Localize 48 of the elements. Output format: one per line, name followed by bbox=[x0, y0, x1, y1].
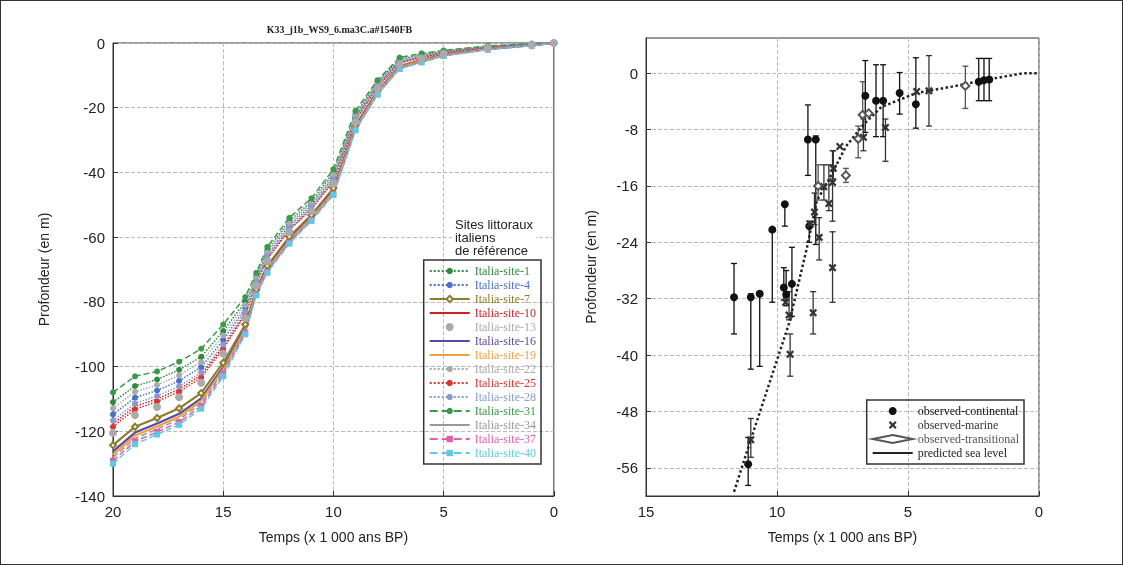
x-tick-label: 0 bbox=[549, 503, 558, 520]
y-axis-title: Profondeur (en m) bbox=[36, 212, 52, 327]
legend-label: observed-transitional bbox=[917, 432, 1020, 446]
y-tick-label: -140 bbox=[74, 487, 105, 505]
legend-label: Italia-site-7 bbox=[474, 292, 531, 306]
y-tick-label: -48 bbox=[616, 402, 638, 420]
y-tick-label: -120 bbox=[74, 422, 105, 440]
legend-label: Italia-site-10 bbox=[474, 306, 537, 320]
x-tick-label: 20 bbox=[104, 503, 122, 520]
y-axis-title: Profondeur (en m) bbox=[583, 210, 599, 324]
legend-label: Italia-site-37 bbox=[474, 432, 537, 446]
legend-label: Italia-site-16 bbox=[474, 334, 537, 348]
y-tick-label: -40 bbox=[83, 163, 105, 181]
legend-title: Sites littoraux italiens de référence bbox=[454, 217, 534, 258]
legend-label: Italia-site-40 bbox=[474, 446, 537, 460]
x-tick-label: 10 bbox=[325, 503, 342, 520]
legend-label: Italia-site-13 bbox=[474, 320, 537, 334]
y-tick-label: -32 bbox=[616, 290, 638, 308]
legend-label: Italia-site-4 bbox=[474, 278, 531, 292]
y-tick-label: -56 bbox=[616, 459, 638, 477]
legend-label: predicted sea level bbox=[917, 446, 1008, 460]
legend-label: observed-continental bbox=[917, 404, 1019, 418]
x-tick-label: 15 bbox=[214, 503, 232, 520]
chart-title: K33_j1b_WS9_6.ma3C.a#1540FB bbox=[266, 23, 413, 35]
legend-label: Italia-site-34 bbox=[474, 418, 537, 432]
x-axis-title: Temps (x 1 000 ans BP) bbox=[767, 529, 918, 545]
legend-label: Italia-site-19 bbox=[474, 348, 537, 362]
x-tick-label: 10 bbox=[768, 503, 786, 520]
y-tick-label: -60 bbox=[83, 228, 105, 246]
x-tick-label: 5 bbox=[439, 503, 448, 520]
x-tick-label: 15 bbox=[637, 503, 655, 520]
x-tick-label: 0 bbox=[1034, 503, 1044, 520]
y-tick-label: 0 bbox=[629, 64, 638, 82]
y-tick-label: -40 bbox=[616, 346, 638, 364]
legend-label: Italia-site-28 bbox=[474, 390, 537, 404]
x-tick-label: 5 bbox=[903, 503, 913, 520]
legend-label: Italia-site-1 bbox=[474, 264, 531, 278]
y-tick-label: -20 bbox=[83, 99, 105, 117]
y-tick-label: 0 bbox=[96, 34, 105, 52]
y-tick-label: -8 bbox=[624, 121, 638, 139]
legend-label: Italia-site-25 bbox=[474, 376, 537, 390]
y-tick-label: -80 bbox=[83, 293, 105, 311]
y-tick-label: -100 bbox=[74, 358, 105, 376]
y-tick-label: -24 bbox=[616, 233, 638, 251]
legend-label: observed-marine bbox=[917, 418, 999, 432]
x-axis-title: Temps (x 1 000 ans BP) bbox=[258, 529, 409, 545]
legend-label: Italia-site-31 bbox=[474, 404, 537, 418]
y-tick-label: -16 bbox=[616, 177, 638, 195]
